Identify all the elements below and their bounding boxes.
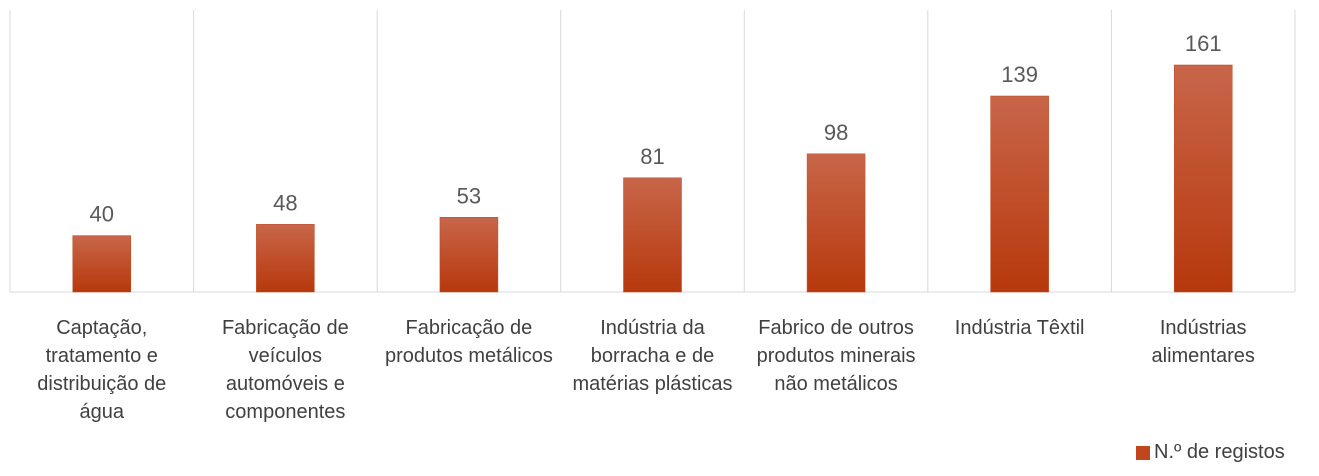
x-tick-label: Captação, tratamento e distribuição de á… [37,317,167,423]
bar [990,95,1049,293]
x-tick-label: Indústria da borracha e de matérias plás… [572,317,733,395]
value-label: 53 [457,183,481,208]
value-label: 40 [90,202,114,227]
bar [1173,64,1233,293]
legend: N.º de registos [1136,441,1285,464]
value-label: 161 [1185,31,1222,56]
value-label: 81 [640,144,664,169]
bar [806,153,866,293]
bar [439,217,499,293]
value-label: 139 [1001,62,1038,87]
x-tick-label: Fabricação de veículos automóveis e comp… [221,317,349,423]
value-label: 98 [824,120,848,145]
legend-label: N.º de registos [1154,441,1285,463]
bar [256,224,315,293]
bar [623,177,682,293]
legend-swatch [1136,445,1150,460]
x-tick-label: Fabrico de outros produtos minerais não … [756,317,916,395]
bar [72,235,132,293]
x-tick-label: Indústrias alimentares [1151,317,1255,367]
value-label: 48 [273,190,297,215]
x-tick-label: Indústria Têxtil [954,317,1085,339]
x-tick-label: Fabricação de produtos metálicos [384,317,553,367]
